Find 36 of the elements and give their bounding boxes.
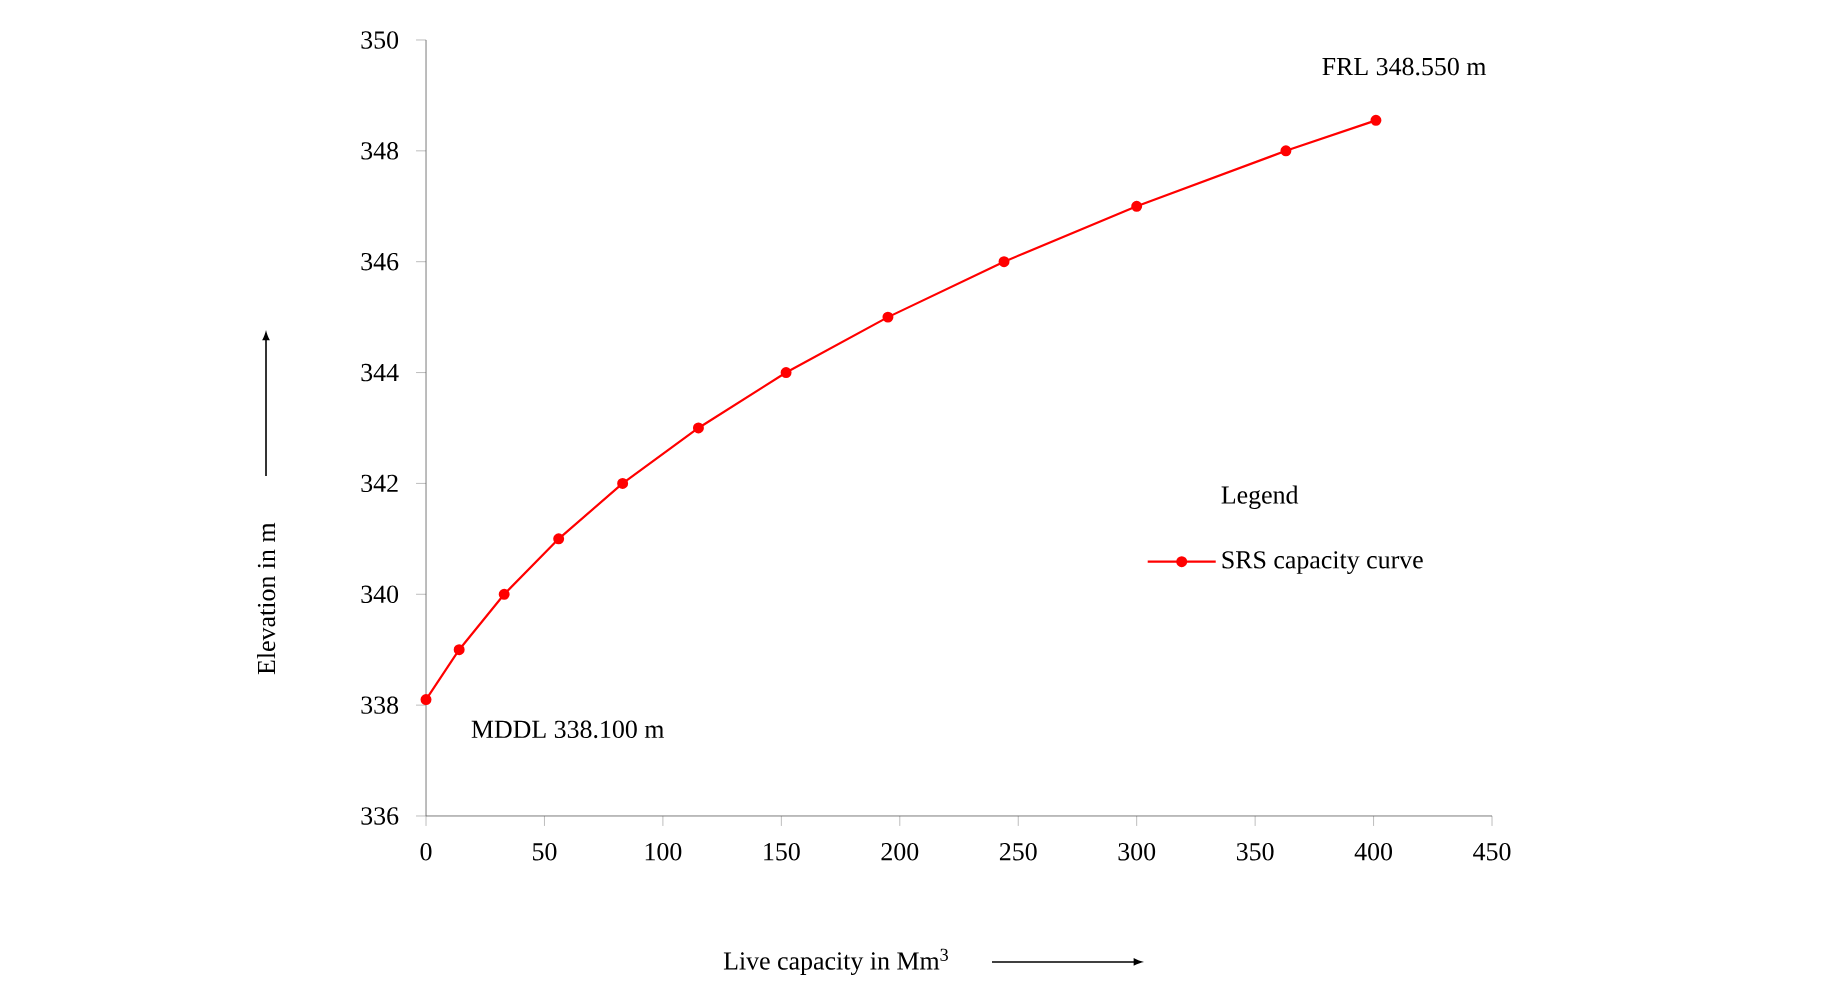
y-tick-label: 348 xyxy=(361,142,399,160)
point xyxy=(692,422,704,434)
x-axis-title: Live capacity in Mm$^{3}$ xyxy=(723,948,948,976)
x-tick-label: 400 xyxy=(1354,842,1393,861)
y-tick-label: 336 xyxy=(361,807,399,825)
y-axis-title: Elevation in m xyxy=(257,522,276,675)
x-tick-label: 300 xyxy=(1118,842,1156,861)
point xyxy=(780,367,792,379)
x-tick-label: 0 xyxy=(420,842,432,861)
x-tick-label: 150 xyxy=(764,842,800,861)
point xyxy=(1131,200,1143,212)
point xyxy=(1280,145,1292,157)
legend-title: Legend xyxy=(1221,485,1299,510)
y-tick-label: 338 xyxy=(361,696,399,714)
y-tick-label: 342 xyxy=(361,474,398,493)
point xyxy=(617,477,629,489)
point xyxy=(998,256,1010,268)
point xyxy=(882,311,894,323)
point xyxy=(453,644,465,656)
y-tick-label: 350 xyxy=(361,31,399,49)
y-tick-label: 344 xyxy=(361,363,399,382)
point xyxy=(1370,114,1382,126)
annotation: MDDL 338.100 m xyxy=(471,720,665,739)
point xyxy=(553,533,565,545)
legend-label: SRS capacity curve xyxy=(1222,551,1423,574)
annotation: FRL 348.550 m xyxy=(1322,57,1487,76)
x-tick-label: 350 xyxy=(1236,842,1274,861)
y-tick-label: 346 xyxy=(361,252,399,271)
x-tick-label: 200 xyxy=(881,842,919,861)
x-tick-label: 450 xyxy=(1473,842,1511,861)
x-tick-label: 50 xyxy=(533,842,557,861)
point xyxy=(498,588,510,600)
x-tick-label: 250 xyxy=(999,842,1037,861)
point xyxy=(420,694,432,706)
y-tick-label: 340 xyxy=(361,585,399,603)
x-tick-label: 100 xyxy=(645,842,682,861)
